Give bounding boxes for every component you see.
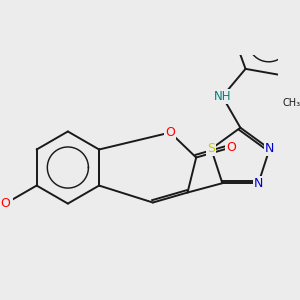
Text: NH: NH bbox=[214, 90, 231, 103]
Text: N: N bbox=[265, 142, 274, 155]
Text: O: O bbox=[1, 197, 10, 210]
Text: O: O bbox=[165, 126, 175, 139]
Text: O: O bbox=[226, 141, 236, 154]
Text: CH₃: CH₃ bbox=[282, 98, 300, 108]
Text: N: N bbox=[254, 177, 263, 190]
Text: S: S bbox=[207, 142, 215, 155]
